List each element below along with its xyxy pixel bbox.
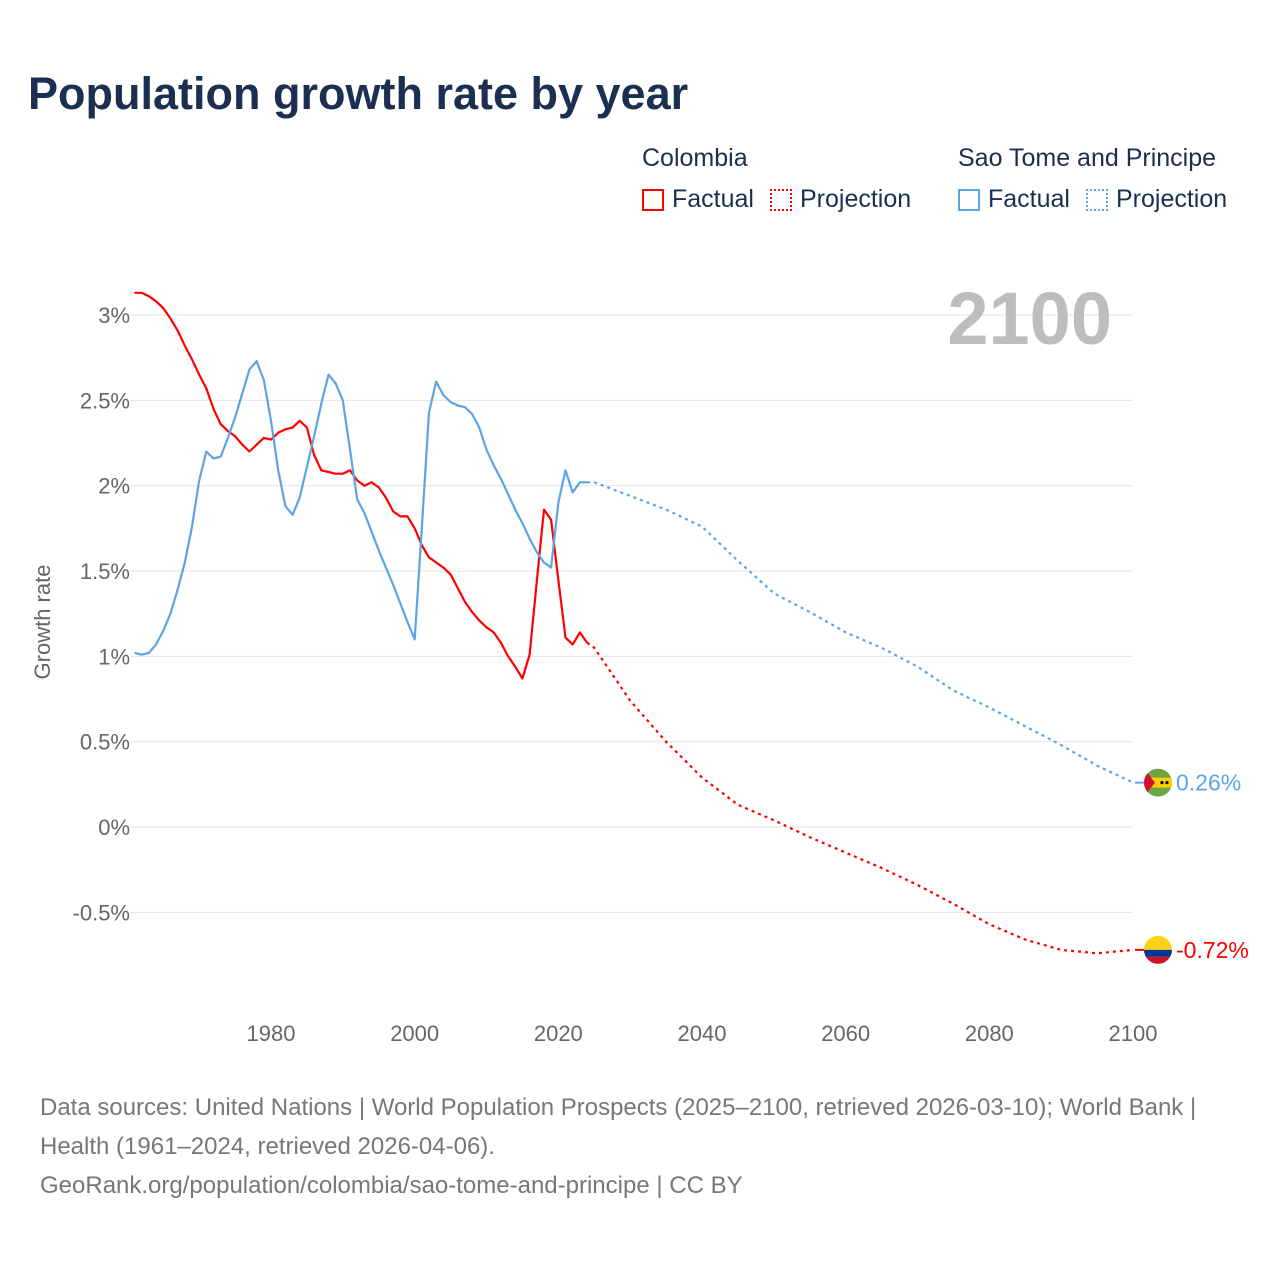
legend-group-name: Colombia — [642, 144, 748, 172]
x-tick-label: 2040 — [678, 1021, 727, 1046]
flag-red-triangle — [1144, 768, 1155, 797]
x-tick-label: 1980 — [247, 1021, 296, 1046]
sao-tome-factual-line — [134, 360, 588, 656]
y-tick-label: 1.5% — [80, 559, 130, 584]
flag-body — [1144, 768, 1172, 797]
flag-yellow — [1144, 935, 1172, 950]
flag-star — [1165, 781, 1169, 785]
y-axis-label: Growth rate — [30, 565, 55, 680]
y-tick-label: 2% — [98, 474, 130, 499]
legend-label: Factual — [672, 185, 754, 213]
y-tick-label: 3% — [98, 303, 130, 328]
y-tick-label: 1% — [98, 644, 130, 669]
sao-tome-flag-icon — [1144, 768, 1172, 797]
legend-colombia-projection[interactable]: Projection — [769, 185, 912, 214]
y-tick-label: 2.5% — [80, 388, 130, 413]
data-sources: Data sources: United Nations | World Pop… — [40, 1094, 1197, 1160]
y-tick-label: -0.5% — [73, 900, 130, 925]
sao-tome-end-value: 0.26% — [1176, 770, 1241, 796]
y-tick-label: 0% — [98, 815, 130, 840]
x-tick-label: 2000 — [390, 1021, 439, 1046]
legend-label: Factual — [988, 185, 1070, 213]
colombia-factual-line — [134, 291, 589, 680]
legend-swatch-dotted — [1085, 188, 1108, 211]
sao-tome-projection-line — [587, 481, 1134, 784]
flag-red — [1144, 956, 1172, 964]
y-tick-label: 0.5% — [80, 730, 130, 755]
legend-swatch-solid — [958, 188, 980, 211]
legend-sao-tome-projection[interactable]: Projection — [1085, 185, 1228, 214]
legend-colombia-factual[interactable]: Factual — [642, 185, 754, 214]
legend-sao-tome: Sao Tome and Principe Factual Projection — [958, 144, 1243, 214]
legend-colombia: Colombia Factual Projection — [642, 144, 927, 214]
credit-link[interactable]: GeoRank.org/population/colombia/sao-tome… — [40, 1172, 743, 1199]
x-tick-label: 2060 — [821, 1021, 870, 1046]
flag-blue — [1144, 949, 1172, 957]
x-tick-label: 2020 — [534, 1021, 583, 1046]
colombia-projection-line — [586, 641, 1134, 955]
chart-title: Population growth rate by year — [28, 68, 689, 119]
legend-label: Projection — [799, 185, 912, 213]
legend-group-name: Sao Tome and Principe — [958, 144, 1217, 172]
legend-swatch-solid — [642, 188, 664, 211]
footer: Data sources: United Nations | World Pop… — [40, 1088, 1230, 1205]
flag-star — [1160, 781, 1164, 785]
legend-swatch-dotted — [769, 188, 792, 211]
colombia-end-value: -0.72% — [1176, 937, 1249, 963]
legend-label: Projection — [1115, 185, 1228, 213]
legend-sao-tome-factual[interactable]: Factual — [958, 185, 1070, 214]
x-tick-label: 2080 — [965, 1021, 1014, 1046]
current-year-display: 2100 — [947, 277, 1112, 360]
flag-body — [1144, 935, 1172, 964]
flag-yellow — [1144, 777, 1172, 788]
x-tick-label: 2100 — [1109, 1021, 1158, 1046]
colombia-flag-icon — [1144, 935, 1172, 964]
